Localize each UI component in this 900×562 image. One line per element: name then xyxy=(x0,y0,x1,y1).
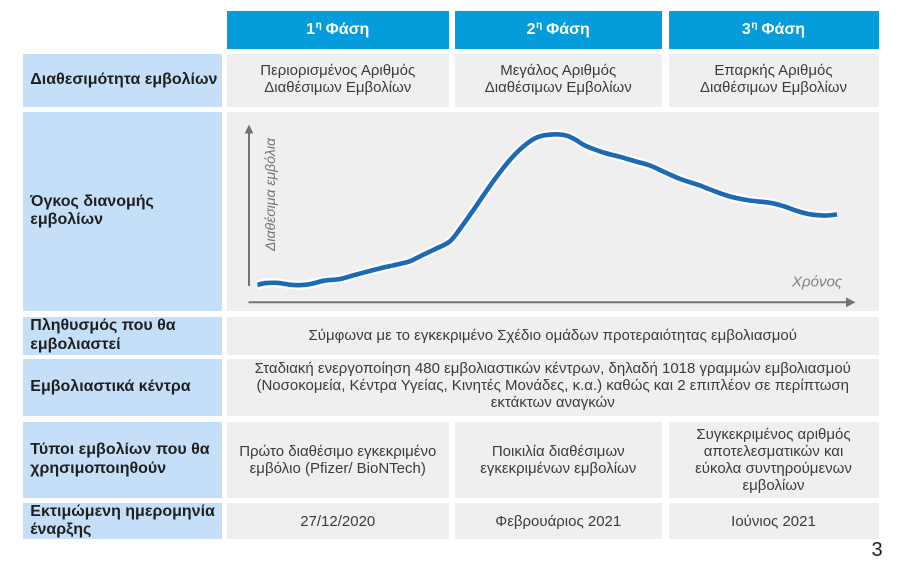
svg-text:Χρόνος: Χρόνος xyxy=(791,273,843,290)
svg-text:Διαθέσιμα εμβόλια: Διαθέσιμα εμβόλια xyxy=(262,137,278,252)
